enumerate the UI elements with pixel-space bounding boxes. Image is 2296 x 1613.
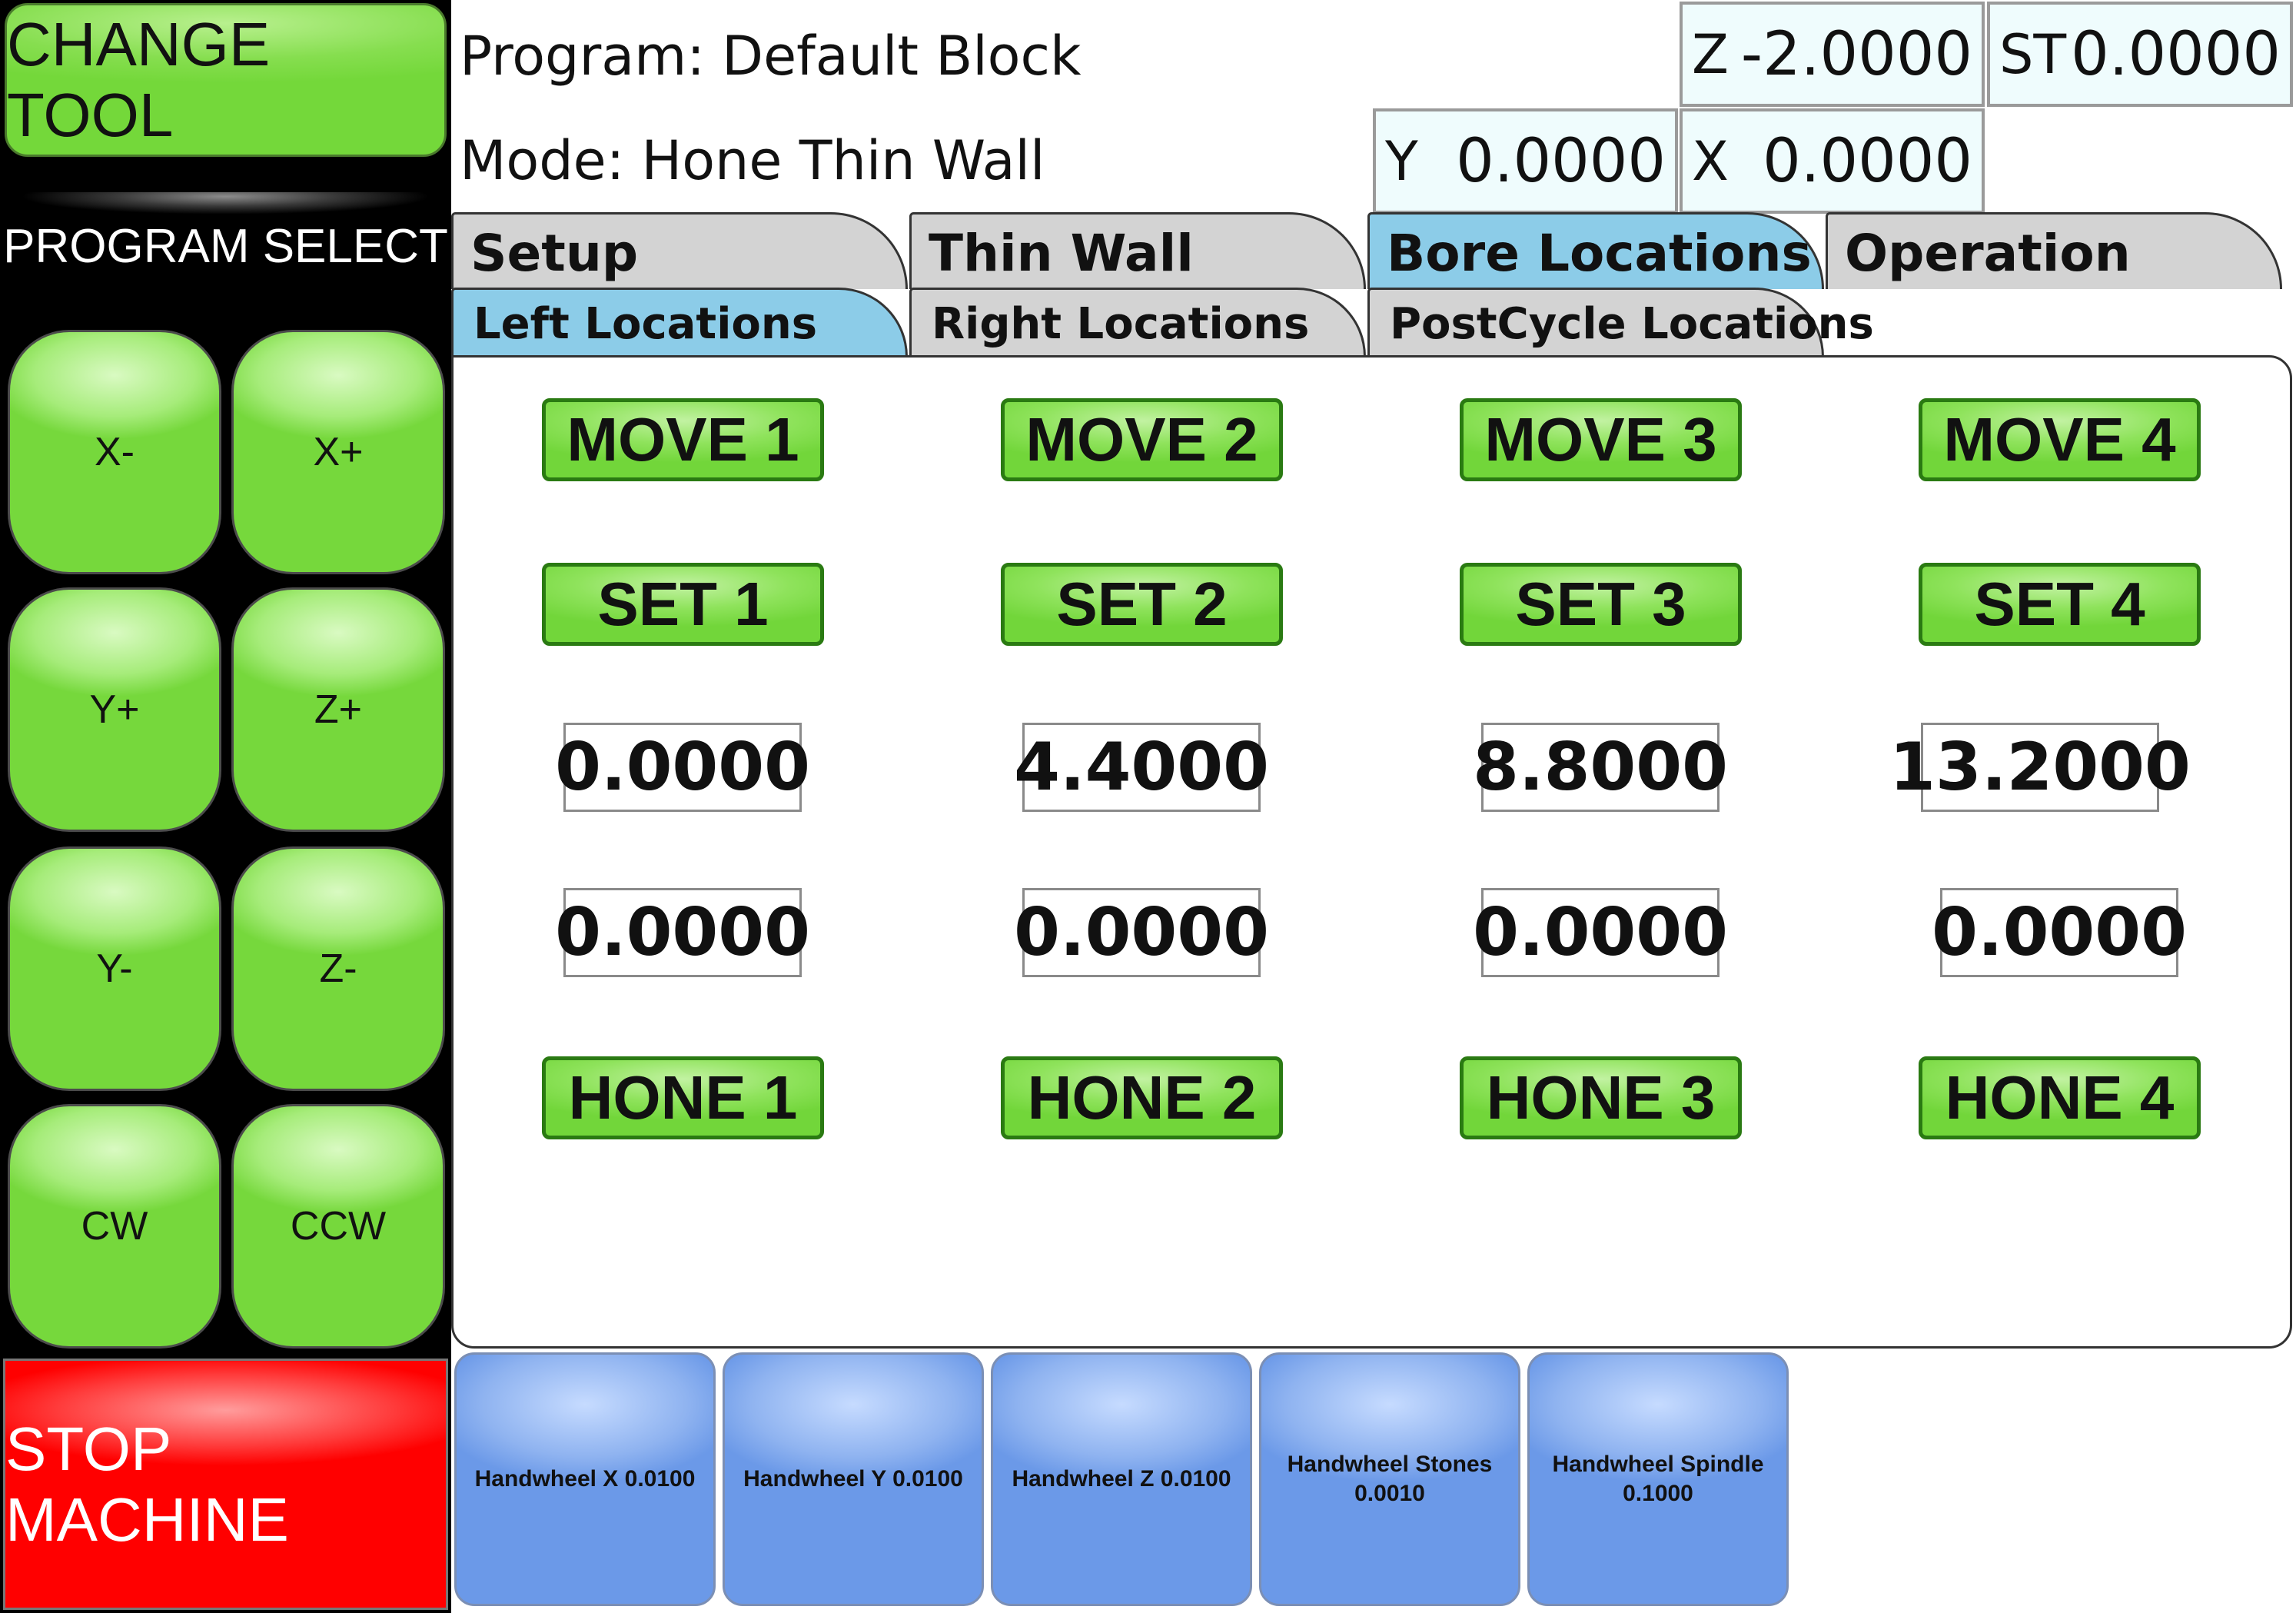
locations-panel [451, 355, 2292, 1349]
hone-4-button[interactable]: HONE 4 [1919, 1056, 2201, 1139]
jog-z-minus-button[interactable]: Z- [231, 846, 445, 1091]
tab-thin-wall[interactable]: Thin Wall [909, 212, 1366, 289]
location-1-value-1[interactable]: 0.0000 [555, 723, 810, 812]
hone-2-button[interactable]: HONE 2 [1001, 1056, 1283, 1139]
location-2-value-2[interactable]: 0.0000 [1014, 888, 1269, 977]
set-1-button[interactable]: SET 1 [542, 563, 824, 646]
move-3-button[interactable]: MOVE 3 [1460, 398, 1742, 481]
handwheel-x-button[interactable]: Handwheel X 0.0100 [454, 1352, 716, 1606]
x-value: 0.0000 [1763, 126, 1972, 196]
location-1-value-2[interactable]: 0.0000 [555, 888, 810, 977]
jog-x-minus-button[interactable]: X- [8, 330, 221, 574]
spindle-ccw-button[interactable]: CCW [231, 1104, 445, 1349]
tab-operation[interactable]: Operation [1826, 212, 2282, 289]
move-1-button[interactable]: MOVE 1 [542, 398, 824, 481]
st-readout: ST 0.0000 [1987, 2, 2293, 107]
handwheel-y-button[interactable]: Handwheel Y 0.0100 [723, 1352, 984, 1606]
handwheel-z-button[interactable]: Handwheel Z 0.0100 [991, 1352, 1252, 1606]
mode-label: Mode: Hone Thin Wall [460, 129, 1045, 192]
y-value: 0.0000 [1456, 126, 1666, 196]
handwheel-spindle-button[interactable]: Handwheel Spindle 0.1000 [1527, 1352, 1789, 1606]
z-axis-label: Z [1692, 22, 1729, 86]
st-value: 0.0000 [2071, 19, 2281, 89]
move-4-button[interactable]: MOVE 4 [1919, 398, 2201, 481]
x-readout: X 0.0000 [1680, 108, 1985, 214]
tab-setup[interactable]: Setup [451, 212, 908, 289]
location-3-value-2[interactable]: 0.0000 [1473, 888, 1728, 977]
jog-y-minus-button[interactable]: Y- [8, 846, 221, 1091]
jog-z-plus-button[interactable]: Z+ [231, 587, 445, 832]
set-2-button[interactable]: SET 2 [1001, 563, 1283, 646]
hone-1-button[interactable]: HONE 1 [542, 1056, 824, 1139]
subtab-right-locations[interactable]: Right Locations [909, 288, 1366, 357]
y-readout: Y 0.0000 [1373, 108, 1678, 214]
z-value: -2.0000 [1740, 19, 1972, 89]
subtab-postcycle-locations[interactable]: PostCycle Locations [1367, 288, 1874, 357]
location-4-value-1[interactable]: 13.2000 [1889, 723, 2191, 812]
st-axis-label: ST [1999, 22, 2067, 86]
set-3-button[interactable]: SET 3 [1460, 563, 1742, 646]
location-3-value-1[interactable]: 8.8000 [1473, 723, 1728, 812]
handwheel-stones-button[interactable]: Handwheel Stones 0.0010 [1259, 1352, 1520, 1606]
y-axis-label: Y [1385, 129, 1418, 193]
move-2-button[interactable]: MOVE 2 [1001, 398, 1283, 481]
spindle-cw-button[interactable]: CW [8, 1104, 221, 1349]
hone-3-button[interactable]: HONE 3 [1460, 1056, 1742, 1139]
location-2-value-1[interactable]: 4.4000 [1014, 723, 1269, 812]
program-label: Program: Default Block [460, 25, 1082, 88]
subtab-left-locations[interactable]: Left Locations [451, 288, 908, 357]
location-4-value-2[interactable]: 0.0000 [1932, 888, 2187, 977]
x-axis-label: X [1692, 129, 1729, 193]
set-4-button[interactable]: SET 4 [1919, 563, 2201, 646]
jog-y-plus-button[interactable]: Y+ [8, 587, 221, 832]
stop-machine-button[interactable]: STOP MACHINE [3, 1359, 448, 1610]
change-tool-button[interactable]: CHANGE TOOL [5, 3, 447, 157]
jog-x-plus-button[interactable]: X+ [231, 330, 445, 574]
z-readout: Z -2.0000 [1680, 2, 1985, 107]
tab-bore-locations[interactable]: Bore Locations [1367, 212, 1824, 289]
program-select-button[interactable]: PROGRAM SELECT [0, 192, 451, 300]
